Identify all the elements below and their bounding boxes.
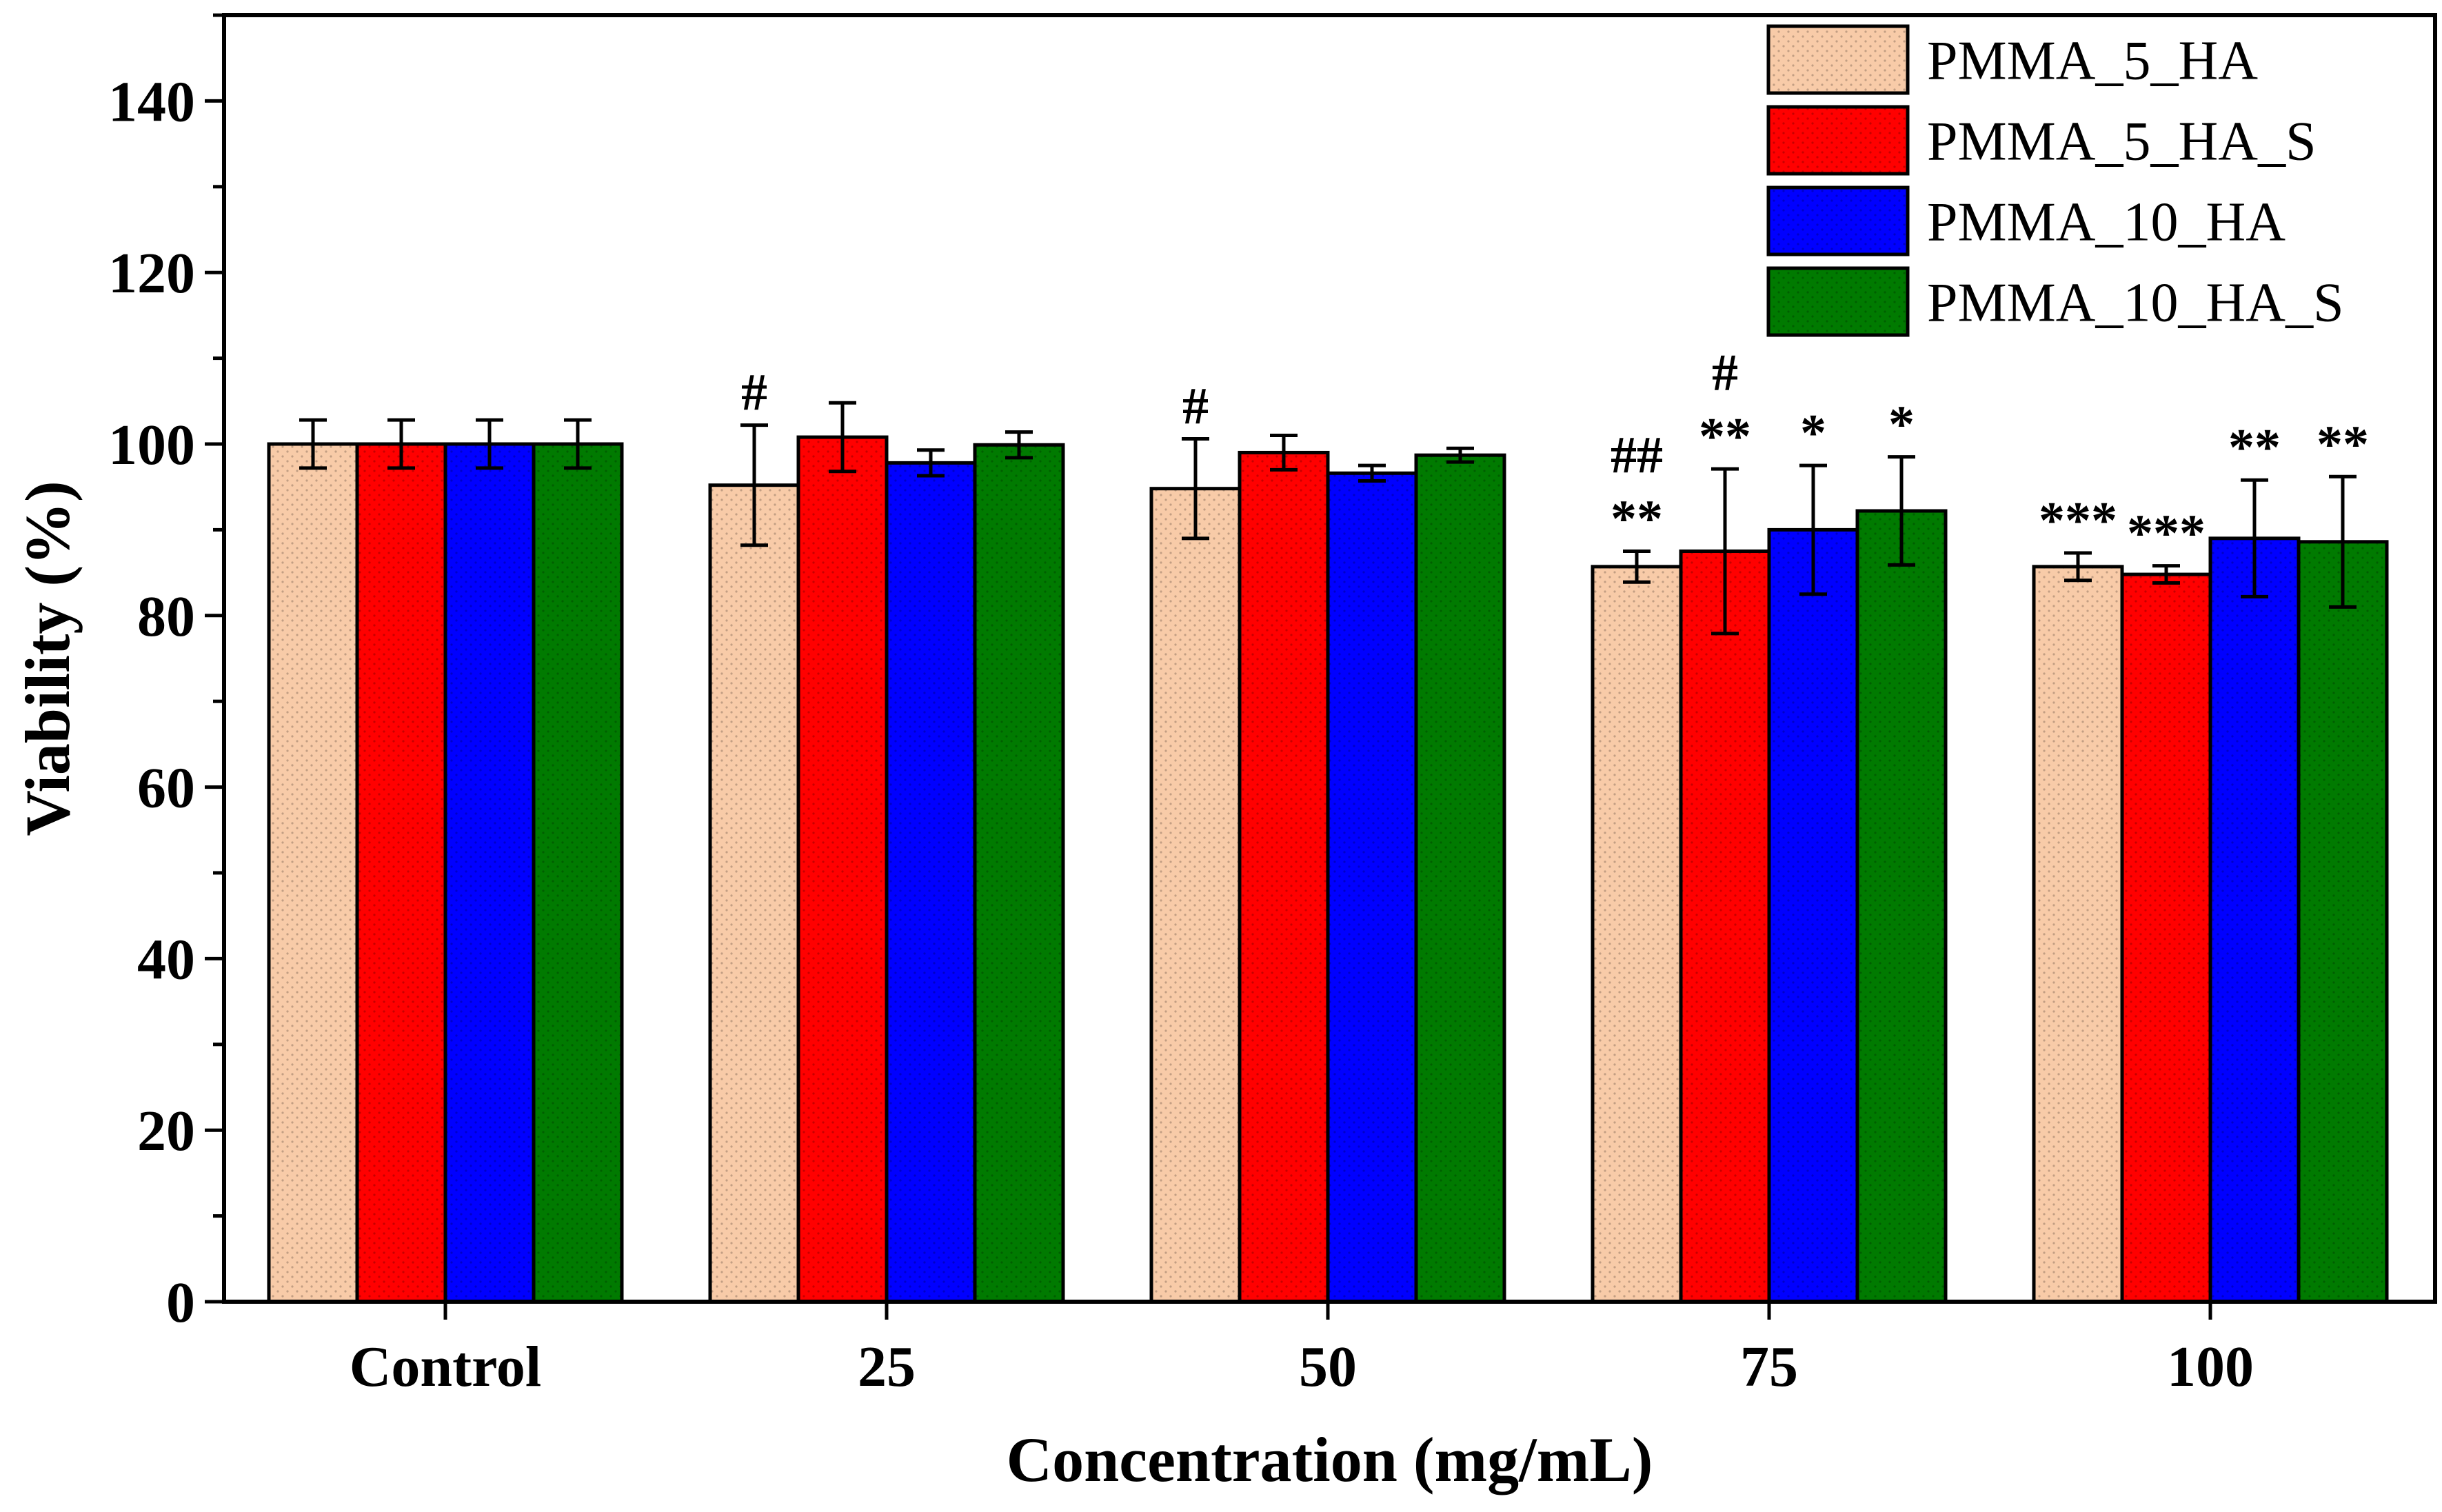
legend-label: PMMA_5_HA <box>1927 31 2258 92</box>
error-bar <box>1358 463 1386 483</box>
annotations-layer: # #**## **#* **** ***** ** <box>741 344 2369 563</box>
significance-hash-label: # <box>1712 344 1738 402</box>
y-tick-label: 100 <box>108 413 195 477</box>
significance-star-label: ** <box>1699 407 1751 465</box>
y-tick-label: 20 <box>137 1099 195 1163</box>
error-bar <box>1623 550 1651 584</box>
significance-star-label: ** <box>1611 490 1663 548</box>
significance-hash-label: # <box>741 364 767 422</box>
legend-label: PMMA_10_HA_S <box>1927 273 2344 334</box>
bar-pmma-10-ha-s-100 <box>2297 540 2389 1304</box>
x-tick-label: 100 <box>2167 1335 2254 1399</box>
y-tick-label: 80 <box>137 585 195 649</box>
error-bar <box>740 423 768 547</box>
bar-pmma-5-ha-75 <box>1591 565 1683 1304</box>
legend-swatch <box>1766 266 1910 337</box>
error-bar <box>1446 446 1474 464</box>
bar-pmma-10-ha-s-75 <box>1855 509 1948 1304</box>
legend: PMMA_5_HA PMMA_5_HA_S PMMA_10_HA PMMA_10_HA… <box>1766 24 2344 337</box>
y-tick-label: 40 <box>137 927 195 991</box>
error-bar <box>2241 478 2268 598</box>
bar-pmma-5-ha-s-100 <box>2120 572 2212 1304</box>
error-bar <box>2064 551 2092 583</box>
legend-swatch <box>1766 24 1910 95</box>
y-tick-label: 140 <box>108 70 195 134</box>
error-bar <box>1799 463 1827 596</box>
legend-item-pmma-5-ha-s: PMMA_5_HA_S <box>1766 105 2317 176</box>
bar-pmma-10-ha-100 <box>2208 536 2301 1304</box>
bar-pmma-10-ha-50 <box>1326 471 1418 1304</box>
error-bar <box>1182 437 1209 541</box>
bar-pmma-5-ha-s-50 <box>1238 450 1330 1304</box>
x-axis-title: Concentration (mg/mL) <box>1007 1424 1653 1495</box>
legend-swatch <box>1766 105 1910 176</box>
x-tick-label: 75 <box>1740 1335 1798 1399</box>
y-axis-title: Viability (%) <box>12 481 83 836</box>
significance-star-label: * <box>1800 404 1826 462</box>
error-bar <box>1270 434 1298 472</box>
legend-item-pmma-10-ha-s: PMMA_10_HA_S <box>1766 266 2344 337</box>
error-bar <box>917 448 945 478</box>
legend-label: PMMA_10_HA <box>1927 192 2285 253</box>
significance-hash-label: ## <box>1611 427 1663 485</box>
error-bars-layer <box>299 401 2357 636</box>
bar-pmma-5-ha-s-25 <box>796 435 889 1304</box>
error-bar <box>1711 467 1739 636</box>
legend-swatch <box>1766 185 1910 256</box>
bar-pmma-10-ha-25 <box>885 461 977 1304</box>
error-bar <box>2329 474 2357 609</box>
significance-hash-label: # <box>1182 378 1209 436</box>
y-tick-label: 0 <box>166 1271 195 1335</box>
x-tick-label: 25 <box>858 1335 916 1399</box>
significance-star-label: ** <box>2317 415 2369 473</box>
x-axis: Control 25 50 75 100 <box>350 1302 2254 1399</box>
y-axis: 0 20 40 60 80 100 120 140 <box>108 13 224 1335</box>
significance-star-label: ** <box>2228 419 2281 476</box>
significance-star-label: *** <box>2127 505 2206 563</box>
error-bar <box>299 418 327 470</box>
bar-pmma-5-ha-100 <box>2032 565 2124 1304</box>
legend-item-pmma-5-ha: PMMA_5_HA <box>1766 24 2258 95</box>
bar-pmma-5-ha-s-75 <box>1679 550 1771 1304</box>
error-bar <box>829 401 856 474</box>
bar-pmma-10-ha-s-25 <box>973 443 1065 1304</box>
error-bar <box>2152 564 2180 585</box>
bar-pmma-5-ha-50 <box>1149 487 1242 1304</box>
significance-star-label: * <box>1888 396 1915 454</box>
error-bar <box>564 418 592 470</box>
bar-pmma-5-ha-25 <box>708 483 800 1304</box>
legend-label: PMMA_5_HA_S <box>1927 112 2317 172</box>
bar-pmma-10-ha-s-control <box>532 442 624 1304</box>
error-bar <box>387 418 415 470</box>
bar-pmma-5-ha-s-control <box>355 442 447 1304</box>
significance-star-label: *** <box>2039 492 2117 550</box>
y-tick-label: 60 <box>137 756 195 820</box>
bars-layer <box>267 435 2389 1304</box>
x-tick-label: 50 <box>1299 1335 1357 1399</box>
error-bar <box>1888 455 1915 567</box>
x-tick-label: Control <box>350 1335 541 1399</box>
bar-pmma-10-ha-control <box>443 442 536 1304</box>
y-tick-label: 120 <box>108 241 195 305</box>
bar-pmma-5-ha-control <box>267 442 359 1304</box>
legend-item-pmma-10-ha: PMMA_10_HA <box>1766 185 2285 256</box>
bar-pmma-10-ha-s-50 <box>1414 453 1506 1304</box>
error-bar <box>476 418 503 470</box>
bar-pmma-10-ha-75 <box>1767 527 1859 1304</box>
error-bar <box>1005 430 1033 460</box>
